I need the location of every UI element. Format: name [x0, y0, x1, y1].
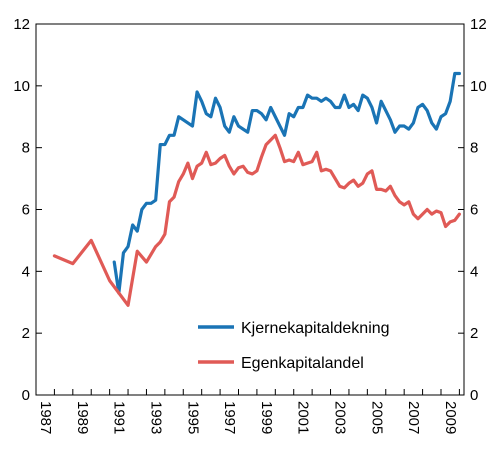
- x-tick-label: 2007: [405, 401, 422, 434]
- y-tick-label-right: 4: [470, 263, 478, 280]
- x-tick-label: 1991: [111, 401, 128, 434]
- x-tick-label: 1993: [147, 401, 164, 434]
- legend-label: Egenkapitalandel: [241, 355, 364, 372]
- y-tick-label-right: 6: [470, 202, 478, 219]
- series-line-egenkapitalandel: [52, 133, 461, 307]
- x-tick-label: 2001: [295, 401, 312, 434]
- axes: [35, 23, 465, 396]
- series-layer: [52, 71, 461, 307]
- y-tick-label-left: 0: [22, 387, 30, 404]
- x-tick-label: 1989: [74, 401, 91, 434]
- x-axis: 1987 1989 1991 1993 1995 1997 1999 2001 2003 2005…: [35, 389, 460, 434]
- legend-label: Kjernekapitaldekning: [241, 320, 390, 337]
- x-tick-label: 1999: [258, 401, 275, 434]
- y-tick-label-right: 8: [470, 140, 478, 157]
- y-tick-label-left: 6: [22, 202, 30, 219]
- y-axis-right: 0 2 4 6 8 10 12: [458, 16, 487, 404]
- legend: Kjernekapitaldekning Egenkapitalandel: [198, 320, 390, 372]
- x-tick-label: 2009: [442, 401, 459, 434]
- y-tick-label-left: 2: [22, 325, 30, 342]
- y-tick-label-left: 8: [22, 140, 30, 157]
- x-tick-label: 1997: [221, 401, 238, 434]
- y-tick-label-right: 2: [470, 325, 478, 342]
- y-tick-label-right: 0: [470, 387, 478, 404]
- series-line-kjernekapitaldekning: [112, 71, 461, 295]
- y-tick-label-left: 10: [13, 78, 30, 95]
- y-axis-left: 0 2 4 6 8 10 12: [13, 16, 42, 404]
- x-tick-label: 2003: [332, 401, 349, 434]
- y-tick-label-left: 4: [22, 263, 30, 280]
- x-tick-label: 1995: [184, 401, 201, 434]
- y-tick-label-left: 12: [13, 16, 30, 33]
- y-tick-label-right: 10: [470, 78, 487, 95]
- plot-frame: [35, 23, 465, 396]
- x-tick-label: 1987: [37, 401, 54, 434]
- x-tick-label: 2005: [368, 401, 385, 434]
- y-tick-label-right: 12: [470, 16, 487, 33]
